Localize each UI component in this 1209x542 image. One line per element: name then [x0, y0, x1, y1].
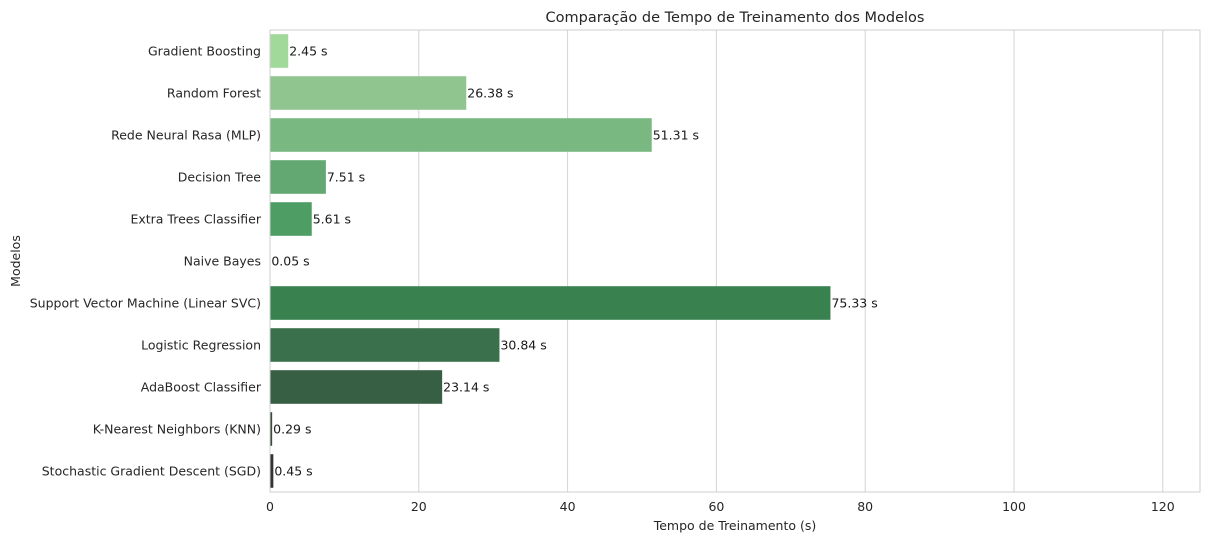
data-labels: 2.45 s 26.38 s 51.31 s 7.51 s 5.61 s 0.05 s 75… — [271, 44, 877, 479]
data-label: 0.45 s — [274, 464, 312, 479]
bars — [270, 34, 831, 488]
data-label: 5.61 s — [313, 212, 351, 227]
x-axis-title: Tempo de Treinamento (s) — [653, 518, 817, 533]
category-label: Support Vector Machine (Linear SVC) — [30, 296, 261, 311]
category-label: Rede Neural Rasa (MLP) — [111, 128, 261, 143]
x-tick-label: 120 — [1151, 499, 1175, 514]
category-labels: Gradient Boosting Random Forest Rede Neura… — [30, 44, 262, 479]
y-axis-title: Modelos — [8, 235, 23, 287]
bar — [270, 328, 500, 362]
category-label: Extra Trees Classifier — [130, 212, 261, 227]
data-label: 0.29 s — [273, 422, 311, 437]
bar — [270, 370, 443, 404]
x-tick-label: 80 — [857, 499, 873, 514]
x-tick-label: 60 — [708, 499, 724, 514]
category-label: Stochastic Gradient Descent (SGD) — [42, 464, 261, 479]
data-label: 23.14 s — [443, 380, 489, 395]
category-label: Logistic Regression — [141, 338, 261, 353]
bar — [270, 160, 326, 194]
data-label: 7.51 s — [327, 170, 365, 185]
category-label: Gradient Boosting — [148, 44, 261, 59]
category-label: Random Forest — [167, 86, 261, 101]
category-label: AdaBoost Classifier — [141, 380, 262, 395]
data-label: 0.05 s — [271, 254, 309, 269]
x-tick-labels: 0 20 40 60 80 100 120 — [266, 499, 1175, 514]
bar — [270, 118, 652, 152]
bar — [270, 34, 289, 68]
x-tick-label: 20 — [411, 499, 427, 514]
bar — [270, 202, 312, 236]
category-label: K-Nearest Neighbors (KNN) — [93, 422, 261, 437]
chart-title: Comparação de Tempo de Treinamento dos M… — [546, 10, 925, 26]
data-label: 51.31 s — [653, 128, 699, 143]
data-label: 30.84 s — [500, 338, 546, 353]
bar — [270, 76, 467, 110]
category-label: Decision Tree — [178, 170, 262, 185]
bar — [270, 286, 831, 320]
data-label: 26.38 s — [467, 86, 513, 101]
data-label: 2.45 s — [289, 44, 327, 59]
data-label: 75.33 s — [831, 296, 877, 311]
x-tick-label: 100 — [1002, 499, 1026, 514]
plot-frame — [269, 29, 1201, 493]
bar — [270, 412, 273, 446]
x-tick-label: 40 — [560, 499, 576, 514]
bar — [270, 454, 274, 488]
category-label: Naive Bayes — [184, 254, 261, 269]
x-tick-label: 0 — [266, 499, 274, 514]
